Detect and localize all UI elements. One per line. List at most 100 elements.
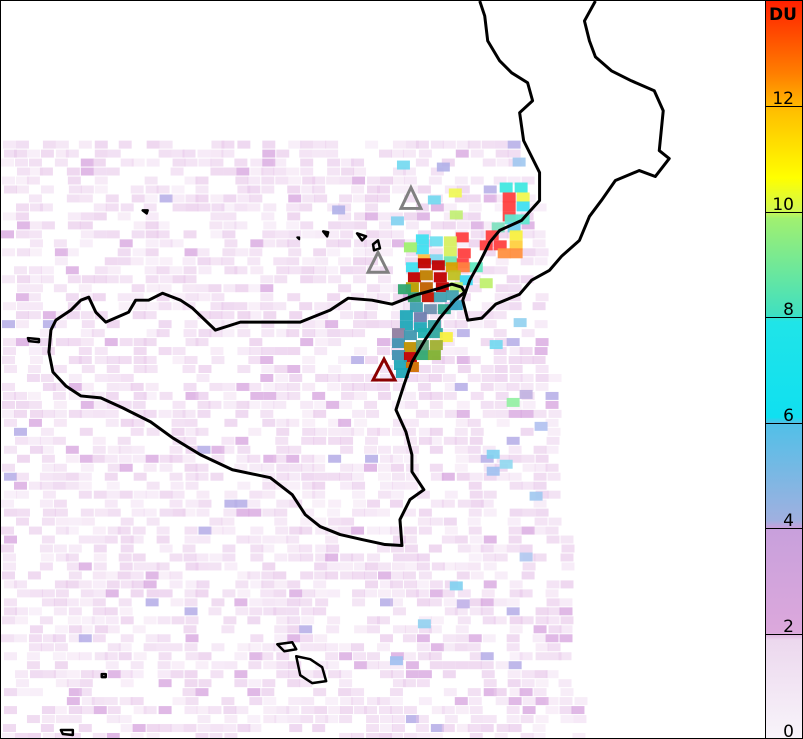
so2-pixel xyxy=(404,373,418,382)
so2-pixel xyxy=(14,607,28,616)
so2-pixel xyxy=(107,373,121,382)
so2-pixel xyxy=(431,260,445,271)
so2-pixel xyxy=(390,544,404,553)
so2-pixel xyxy=(470,571,484,580)
so2-pixel xyxy=(377,212,390,221)
so2-pixel xyxy=(429,445,443,454)
so2-pixel xyxy=(327,293,341,302)
so2-pixel xyxy=(143,643,157,652)
so2-pixel xyxy=(312,481,326,490)
so2-pixel xyxy=(415,244,429,255)
so2-pixel xyxy=(534,670,548,679)
so2-pixel xyxy=(260,284,274,293)
so2-pixel xyxy=(312,499,326,508)
so2-pixel xyxy=(533,499,547,508)
so2-pixel xyxy=(391,185,405,194)
so2-pixel xyxy=(351,472,365,481)
so2-pixel xyxy=(171,616,185,625)
so2-pixel xyxy=(354,221,368,230)
so2-pixel xyxy=(547,643,561,652)
so2-pixel xyxy=(274,275,288,284)
lampedusa-island xyxy=(59,728,75,737)
so2-pixel xyxy=(221,329,235,338)
so2-pixel xyxy=(417,517,431,526)
so2-pixel xyxy=(351,373,365,382)
so2-pixel xyxy=(145,221,159,230)
so2-pixel xyxy=(443,688,457,697)
so2-pixel xyxy=(92,580,106,589)
colorbar: DU 0 2 4 6 8 10 12 xyxy=(765,0,803,739)
so2-pixel xyxy=(326,625,340,634)
so2-pixel xyxy=(105,203,119,212)
so2-pixel xyxy=(39,436,53,445)
so2-pixel xyxy=(91,454,105,463)
so2-pixel xyxy=(289,311,303,320)
so2-pixel xyxy=(520,373,534,382)
so2-pixel xyxy=(28,634,42,643)
so2-pixel xyxy=(159,589,173,598)
so2-pixel xyxy=(417,619,431,629)
so2-pixel xyxy=(520,616,534,625)
satellite-pixels xyxy=(1,140,588,738)
so2-pixel xyxy=(509,230,523,241)
so2-pixel xyxy=(132,409,146,418)
so2-pixel xyxy=(470,230,484,239)
so2-pixel xyxy=(130,427,144,436)
aeolian-island-3 xyxy=(321,230,330,238)
so2-pixel xyxy=(93,400,107,409)
so2-pixel xyxy=(378,472,391,481)
so2-pixel xyxy=(65,481,79,490)
so2-pixel xyxy=(339,194,353,203)
so2-pixel xyxy=(28,194,42,203)
so2-pixel xyxy=(120,616,134,625)
so2-pixel xyxy=(404,562,418,571)
so2-pixel xyxy=(431,562,445,571)
so2-pixel xyxy=(80,212,94,221)
so2-pixel xyxy=(211,293,225,302)
so2-pixel xyxy=(509,652,523,661)
so2-pixel xyxy=(197,409,211,418)
so2-pixel xyxy=(276,463,290,472)
so2-pixel xyxy=(354,625,368,634)
so2-pixel xyxy=(493,356,507,365)
so2-pixel xyxy=(41,706,55,715)
so2-pixel xyxy=(41,463,55,472)
so2-pixel xyxy=(195,185,209,194)
so2-pixel xyxy=(182,365,196,373)
so2-pixel xyxy=(380,373,393,382)
so2-pixel xyxy=(261,347,275,356)
so2-pixel xyxy=(351,427,365,436)
so2-pixel xyxy=(130,499,144,508)
so2-pixel xyxy=(93,553,107,562)
so2-pixel xyxy=(133,706,147,715)
so2-pixel xyxy=(520,715,534,724)
so2-pixel xyxy=(275,526,289,535)
so2-pixel xyxy=(119,275,133,284)
so2-pixel xyxy=(430,140,444,149)
so2-pixel xyxy=(444,382,458,391)
so2-pixel xyxy=(54,625,68,634)
so2-pixel xyxy=(107,508,121,517)
so2-pixel xyxy=(16,589,30,598)
so2-pixel xyxy=(302,589,316,598)
so2-pixel xyxy=(146,140,160,149)
so2-pixel xyxy=(146,562,160,571)
so2-pixel xyxy=(529,491,543,501)
so2-pixel xyxy=(235,248,249,257)
so2-pixel xyxy=(391,715,405,724)
so2-pixel xyxy=(391,481,405,490)
so2-pixel xyxy=(441,499,455,508)
so2-pixel xyxy=(417,258,431,269)
so2-pixel xyxy=(183,266,197,275)
so2-pixel xyxy=(353,167,367,176)
so2-pixel xyxy=(390,320,404,329)
so2-pixel xyxy=(300,140,314,149)
so2-pixel xyxy=(442,634,456,643)
so2-pixel xyxy=(145,185,159,194)
so2-pixel xyxy=(467,688,481,697)
so2-pixel xyxy=(29,409,43,418)
so2-pixel xyxy=(545,445,559,454)
so2-pixel xyxy=(14,634,27,643)
egadi-island xyxy=(26,336,41,344)
so2-pixel xyxy=(66,194,80,203)
